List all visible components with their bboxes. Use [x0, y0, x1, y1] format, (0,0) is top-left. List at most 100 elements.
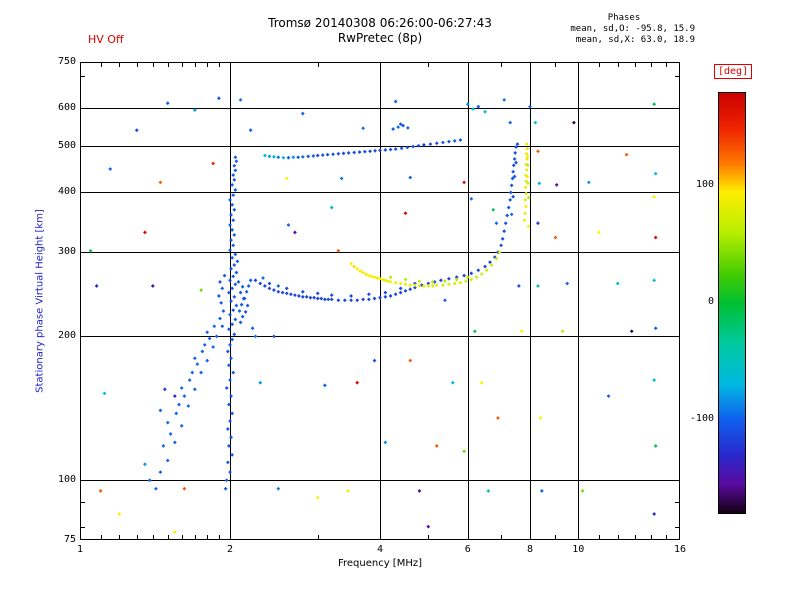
data-point: [190, 370, 195, 375]
data-point: [378, 148, 382, 153]
data-point: [315, 153, 320, 158]
x-tick-label: 10: [572, 544, 585, 555]
data-point: [192, 387, 197, 392]
data-point: [653, 326, 658, 331]
data-point: [108, 167, 113, 171]
data-point: [284, 291, 289, 296]
data-point: [443, 298, 447, 303]
data-point: [486, 489, 491, 493]
data-point: [514, 145, 518, 149]
data-point: [153, 486, 158, 491]
data-point: [652, 278, 657, 283]
data-point: [320, 153, 325, 157]
data-point: [172, 529, 177, 534]
data-point: [391, 127, 396, 131]
data-point: [306, 154, 311, 159]
data-point: [293, 230, 297, 235]
data-point: [230, 202, 235, 207]
data-point: [483, 109, 487, 114]
data-point: [523, 185, 528, 190]
data-point: [230, 255, 235, 260]
data-point: [499, 243, 504, 248]
data-point: [161, 444, 166, 448]
data-point: [230, 337, 235, 342]
data-point: [524, 167, 529, 172]
data-point: [229, 238, 233, 243]
data-point: [388, 147, 393, 152]
data-point: [441, 140, 445, 145]
data-point: [228, 197, 232, 202]
data-point: [653, 235, 658, 240]
data-point: [312, 295, 317, 300]
data-point: [238, 320, 243, 325]
y-axis-label: Stationary phase Virtual Height [km]: [34, 209, 46, 393]
data-point: [494, 256, 499, 261]
data-point: [652, 194, 657, 199]
data-point: [510, 176, 515, 181]
data-point: [447, 139, 451, 144]
data-point: [240, 314, 245, 319]
data-point: [383, 440, 388, 445]
phases-o-mode: mean, sd,O: -95.8, 15.9: [570, 24, 695, 34]
data-point: [458, 280, 463, 285]
data-point: [280, 290, 285, 295]
data-point: [346, 151, 351, 155]
data-point: [276, 155, 281, 160]
data-point: [258, 380, 263, 385]
data-point: [336, 298, 341, 303]
data-point: [246, 284, 251, 288]
phases-title: Phases: [607, 13, 641, 23]
data-point: [469, 271, 474, 276]
data-point: [503, 221, 508, 226]
data-point: [336, 151, 341, 156]
data-point: [361, 297, 366, 302]
data-point: [238, 97, 243, 102]
data-point: [519, 329, 524, 334]
data-point: [233, 168, 238, 173]
data-point: [357, 150, 362, 154]
data-point: [398, 122, 403, 127]
data-point: [258, 281, 263, 286]
data-point: [511, 163, 516, 168]
data-point: [177, 402, 181, 407]
data-point: [412, 285, 417, 290]
data-point: [229, 356, 233, 361]
hv-off-label: HV Off: [88, 33, 124, 46]
scatter-canvas: [80, 62, 680, 540]
data-point: [187, 378, 192, 383]
data-point: [523, 197, 528, 202]
data-point: [383, 290, 388, 295]
y-tick-label: 200: [57, 330, 76, 342]
data-point: [231, 308, 236, 312]
data-point: [158, 470, 163, 475]
data-point: [393, 99, 398, 104]
data-point: [342, 298, 347, 303]
data-point: [228, 342, 232, 347]
data-point: [227, 402, 231, 407]
data-point: [248, 128, 253, 133]
data-point: [526, 195, 531, 200]
data-point: [580, 489, 585, 493]
data-point: [272, 154, 276, 159]
data-point: [597, 230, 601, 235]
data-point: [225, 460, 230, 465]
data-point: [526, 181, 530, 186]
data-point: [355, 380, 360, 385]
data-point: [361, 126, 366, 131]
data-point: [369, 274, 374, 279]
data-point: [428, 142, 433, 147]
data-point: [438, 278, 443, 283]
data-point: [288, 292, 293, 297]
data-point: [216, 294, 221, 298]
data-point: [393, 280, 398, 285]
data-point: [212, 324, 217, 329]
data-point: [267, 286, 272, 291]
data-point: [553, 235, 558, 240]
plot-border: [80, 62, 680, 540]
data-point: [366, 292, 371, 297]
data-point: [508, 120, 513, 125]
data-point: [512, 157, 517, 161]
data-point: [230, 322, 235, 327]
data-point: [229, 394, 233, 399]
data-point: [362, 149, 367, 154]
